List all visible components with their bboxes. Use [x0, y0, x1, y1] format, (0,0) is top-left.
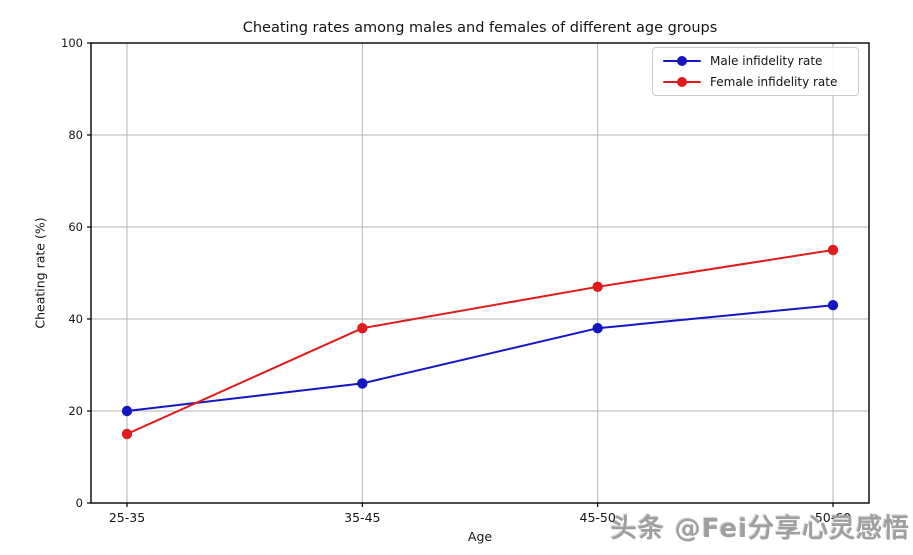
- y-tick-label: 100: [61, 36, 83, 50]
- y-tick-label: 80: [68, 128, 83, 142]
- legend-label-female: Female infidelity rate: [710, 74, 838, 89]
- y-tick-label: 60: [68, 220, 83, 234]
- chart-title: Cheating rates among males and females o…: [242, 20, 718, 36]
- x-tick-label: 50-60: [815, 510, 851, 525]
- legend-item-male: Male infidelity rate: [653, 51, 858, 72]
- legend-label-male: Male infidelity rate: [710, 54, 823, 69]
- female-dot-sample: [677, 76, 687, 87]
- watermark: 头条 @Fei分享心灵感悟: [610, 514, 910, 544]
- male-data-point: [592, 323, 603, 334]
- female-data-point: [827, 244, 839, 256]
- x-axis-label: Age: [467, 529, 493, 544]
- plot-border: [90, 42, 870, 504]
- female-data-point: [121, 428, 133, 440]
- legend-item-female: Female infidelity rate: [653, 72, 858, 93]
- female-line-marker-icon: [663, 75, 701, 89]
- male-data-point: [357, 378, 368, 389]
- y-tick-label: 0: [76, 496, 83, 510]
- y-tick-label: 20: [68, 404, 83, 418]
- female-series-line: [126, 249, 834, 435]
- y-axis-label: Cheating rate (%): [32, 217, 48, 329]
- male-data-point: [827, 300, 839, 311]
- male-dot-sample: [677, 56, 687, 67]
- male-series-line: [126, 304, 834, 412]
- x-tick-label: 45-50: [580, 510, 616, 525]
- legend: Male infidelity rate Female infidelity r…: [652, 47, 859, 96]
- female-data-point: [592, 281, 603, 292]
- male-data-point: [121, 405, 133, 417]
- male-line-marker-icon: [663, 54, 701, 68]
- y-tick-label: 40: [68, 312, 83, 326]
- x-tick-label: 25-35: [109, 510, 145, 525]
- x-tick-label: 35-45: [344, 510, 380, 525]
- female-data-point: [357, 323, 368, 334]
